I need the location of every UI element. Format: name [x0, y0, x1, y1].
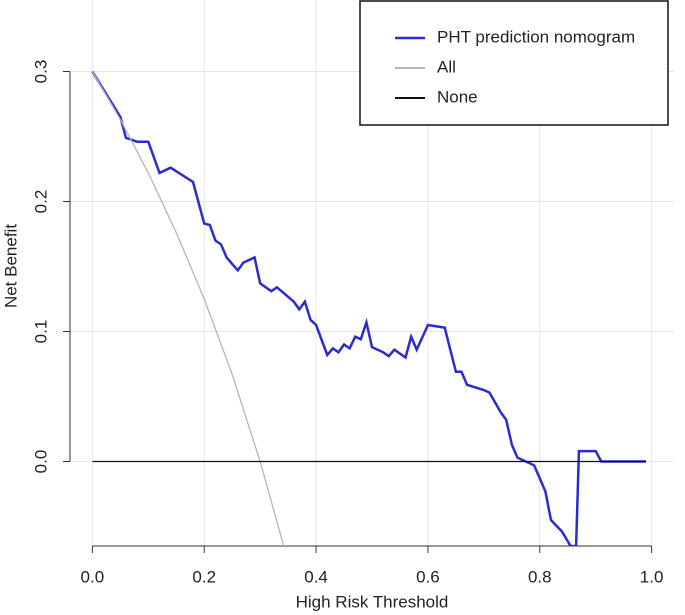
series-line [91, 70, 647, 546]
legend-box [359, 0, 669, 126]
x-tick-label: 0.6 [416, 567, 440, 586]
x-tick-label: 0.2 [192, 567, 216, 586]
x-tick-label: 1.0 [640, 567, 664, 586]
legend-label: All [437, 57, 456, 76]
series-line [91, 71, 285, 546]
y-tick-label: 0.1 [31, 320, 50, 344]
x-tick-label: 0.8 [528, 567, 552, 586]
legend-label: None [437, 87, 478, 106]
y-tick-label: 0.2 [31, 190, 50, 214]
y-axis-label: Net Benefit [1, 224, 20, 308]
legend-label: PHT prediction nomogram [437, 27, 635, 46]
y-tick-label: 0.3 [31, 60, 50, 84]
x-tick-label: 0.4 [304, 567, 328, 586]
x-axis-label: High Risk Threshold [296, 592, 449, 611]
x-tick-label: 0.0 [81, 567, 105, 586]
y-tick-label: 0.0 [31, 450, 50, 474]
